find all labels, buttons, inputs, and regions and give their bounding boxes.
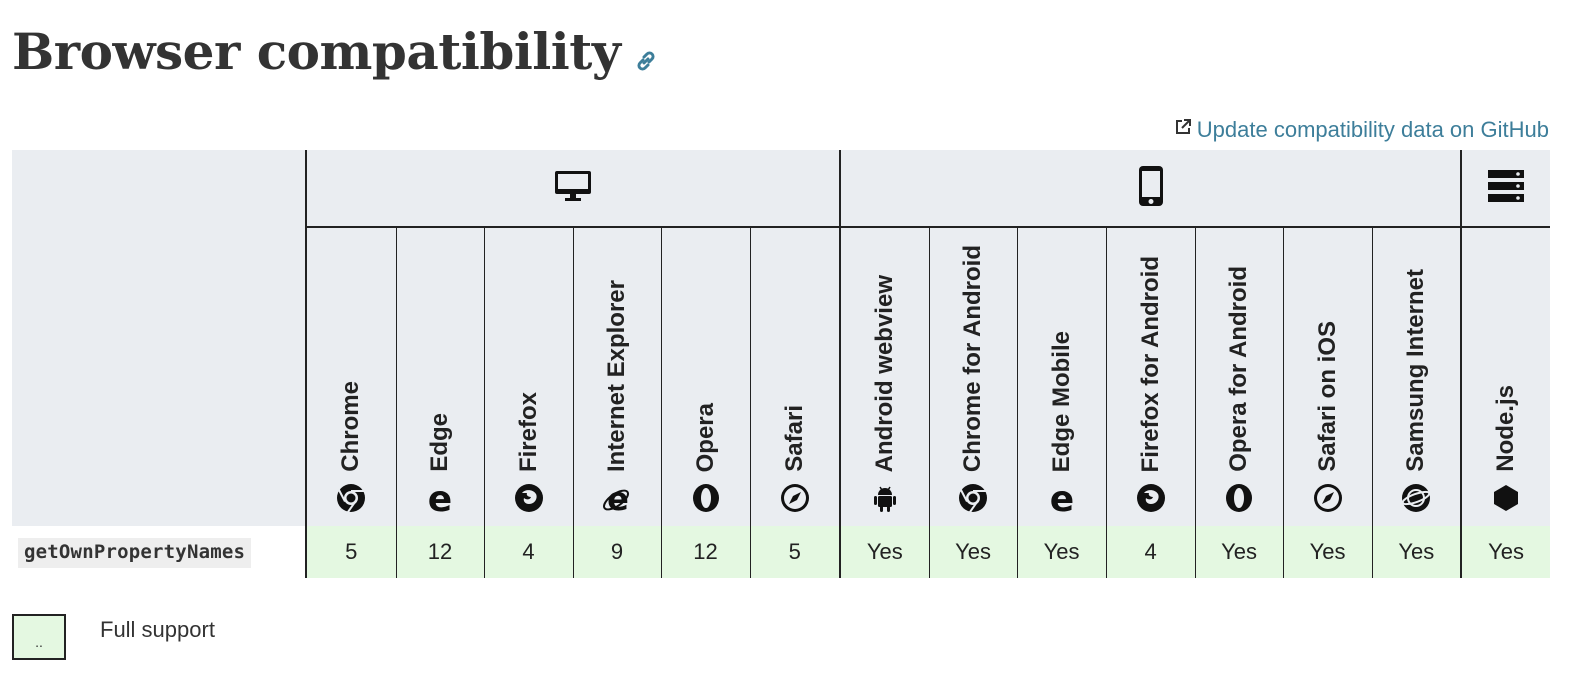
chrome-icon (959, 484, 988, 513)
section-heading: Browser compatibility (12, 18, 658, 85)
update-link-label: Update compatibility data on GitHub (1196, 117, 1549, 142)
android-icon (873, 486, 896, 512)
mobile-icon (1138, 165, 1163, 206)
browser-name: Chrome for Android (959, 244, 987, 472)
browser-name: Edge Mobile (1047, 330, 1075, 472)
table-corner (12, 150, 307, 526)
permalink-icon[interactable] (634, 26, 658, 85)
support-cell-samsung-internet[interactable]: Yes (1372, 526, 1463, 578)
support-cell-android-webview[interactable]: Yes (840, 526, 930, 578)
support-cell-edge[interactable]: 12 (396, 526, 485, 578)
browser-header-internet-explorer: Internet Explorer e (573, 227, 662, 526)
edge-icon: e (428, 482, 452, 514)
support-cell-edge-mobile[interactable]: Yes (1017, 526, 1107, 578)
legend-full-support-swatch: .. (12, 614, 66, 660)
browser-header-opera-for-android: Opera for Android (1195, 227, 1284, 526)
browser-header-edge: Edge e (396, 227, 485, 526)
support-cell-internet-explorer[interactable]: 9 (573, 526, 662, 578)
support-cell-chrome-for-android[interactable]: Yes (929, 526, 1018, 578)
browser-name: Chrome (337, 381, 365, 472)
compat-table: Chrome Edge e Firefox Internet Explorer … (12, 150, 1551, 578)
browser-name: Internet Explorer (603, 279, 630, 472)
browser-header-chrome-for-android: Chrome for Android (929, 227, 1018, 526)
platform-mobile (840, 150, 1463, 228)
support-cell-firefox[interactable]: 4 (484, 526, 574, 578)
external-link-icon (1173, 117, 1193, 143)
browser-header-opera: Opera (661, 227, 751, 526)
browser-header-safari-on-ios: Safari on iOS (1283, 227, 1373, 526)
browser-header-android-webview: Android webview (840, 227, 930, 526)
page-title: Browser compatibility (12, 22, 621, 81)
browser-name: Safari (780, 405, 808, 472)
support-cell-opera-for-android[interactable]: Yes (1195, 526, 1284, 578)
browser-name: Firefox for Android (1136, 255, 1164, 472)
firefox-icon (1136, 484, 1165, 512)
edge-icon: e (1049, 482, 1073, 514)
support-cell-opera[interactable]: 12 (661, 526, 751, 578)
safari-icon (1313, 484, 1342, 512)
platform-server (1461, 150, 1551, 228)
browser-name: Edge (426, 413, 453, 472)
svg-text:e: e (1049, 482, 1073, 514)
browser-name: Node.js (1492, 385, 1520, 472)
desktop-icon (555, 170, 592, 201)
browser-header-edge-mobile: Edge Mobile e (1017, 227, 1107, 526)
update-compat-data-link[interactable]: Update compatibility data on GitHub (1173, 117, 1549, 143)
legend: .. Full support (12, 614, 215, 660)
opera-icon (1226, 484, 1253, 512)
platform-header-row (12, 150, 1551, 526)
browser-name: Android webview (870, 274, 898, 472)
browser-name: Samsung Internet (1402, 269, 1430, 472)
internet-explorer-icon: e (603, 482, 629, 514)
browser-header-nodejs: Node.js (1461, 227, 1551, 526)
feature-name[interactable]: getOwnPropertyNames (18, 538, 252, 568)
samsung-internet-icon (1402, 484, 1431, 512)
chrome-icon (337, 484, 366, 513)
browser-name: Opera for Android (1225, 266, 1253, 472)
platform-desktop (306, 150, 842, 228)
opera-icon (692, 484, 719, 512)
legend-full-support-label: Full support (100, 617, 215, 642)
safari-icon (780, 484, 809, 512)
server-icon (1488, 169, 1525, 202)
browser-header-safari: Safari (750, 227, 842, 526)
browser-header-row: Chrome Edge e Firefox Internet Explorer … (12, 227, 1551, 526)
browser-name: Safari on iOS (1313, 321, 1341, 472)
browser-header-samsung-internet: Samsung Internet (1372, 227, 1463, 526)
browser-name: Firefox (514, 391, 542, 472)
support-cell-firefox-for-android[interactable]: 4 (1106, 526, 1196, 578)
browser-header-firefox-for-android: Firefox for Android (1106, 227, 1196, 526)
browser-header-chrome: Chrome (306, 227, 397, 526)
svg-text:e: e (428, 482, 452, 514)
firefox-icon (514, 484, 543, 512)
support-cell-safari[interactable]: 5 (750, 526, 842, 578)
feature-name-cell: getOwnPropertyNames (12, 526, 307, 578)
nodejs-icon (1494, 485, 1519, 511)
feature-row: getOwnPropertyNames 5 12 4 9 12 5 Yes Ye… (12, 526, 1551, 578)
browser-name: Opera (691, 402, 719, 472)
support-cell-nodejs[interactable]: Yes (1461, 526, 1551, 578)
support-cell-safari-on-ios[interactable]: Yes (1283, 526, 1373, 578)
browser-header-firefox: Firefox (484, 227, 574, 526)
support-cell-chrome[interactable]: 5 (306, 526, 397, 578)
